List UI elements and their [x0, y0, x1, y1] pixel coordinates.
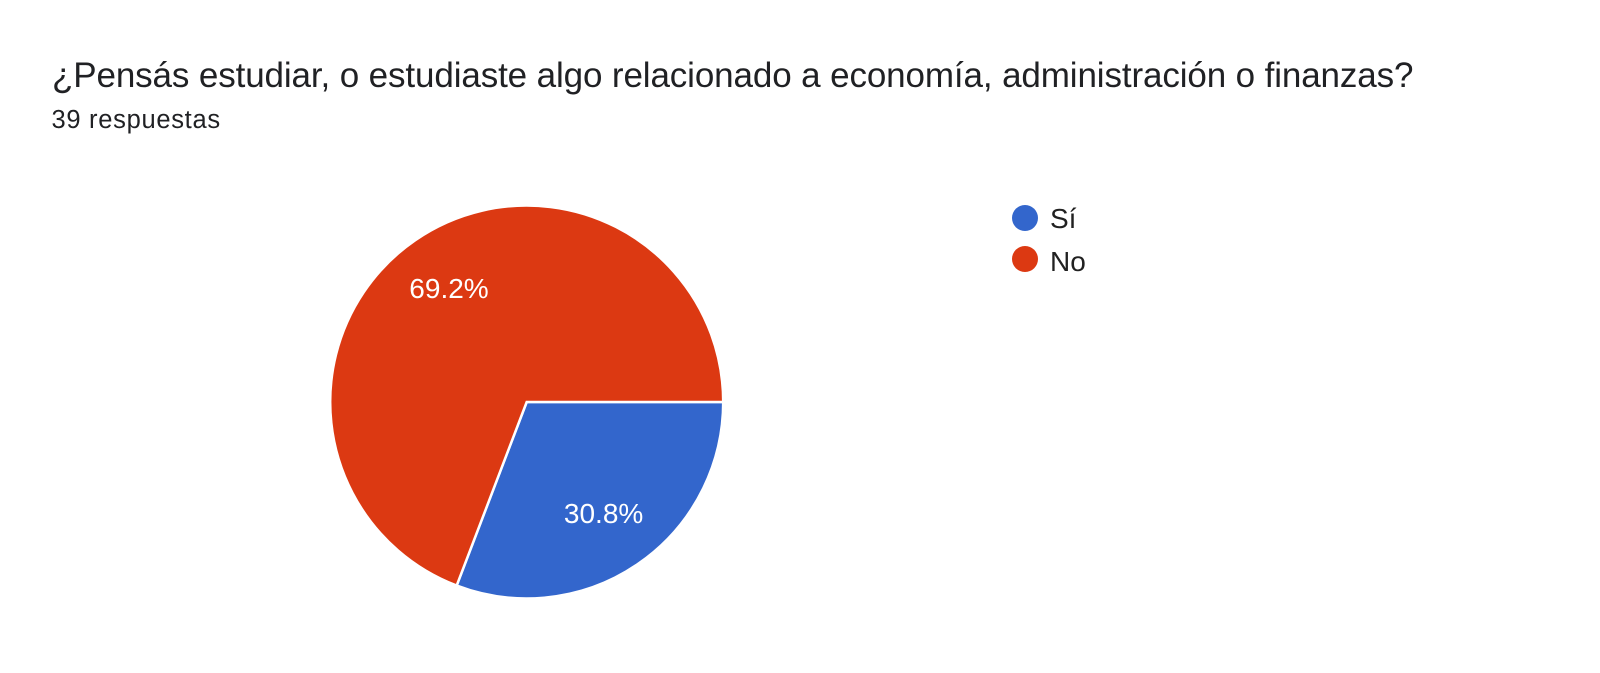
- svg-text:69.2%: 69.2%: [409, 273, 488, 304]
- svg-text:30.8%: 30.8%: [564, 498, 643, 529]
